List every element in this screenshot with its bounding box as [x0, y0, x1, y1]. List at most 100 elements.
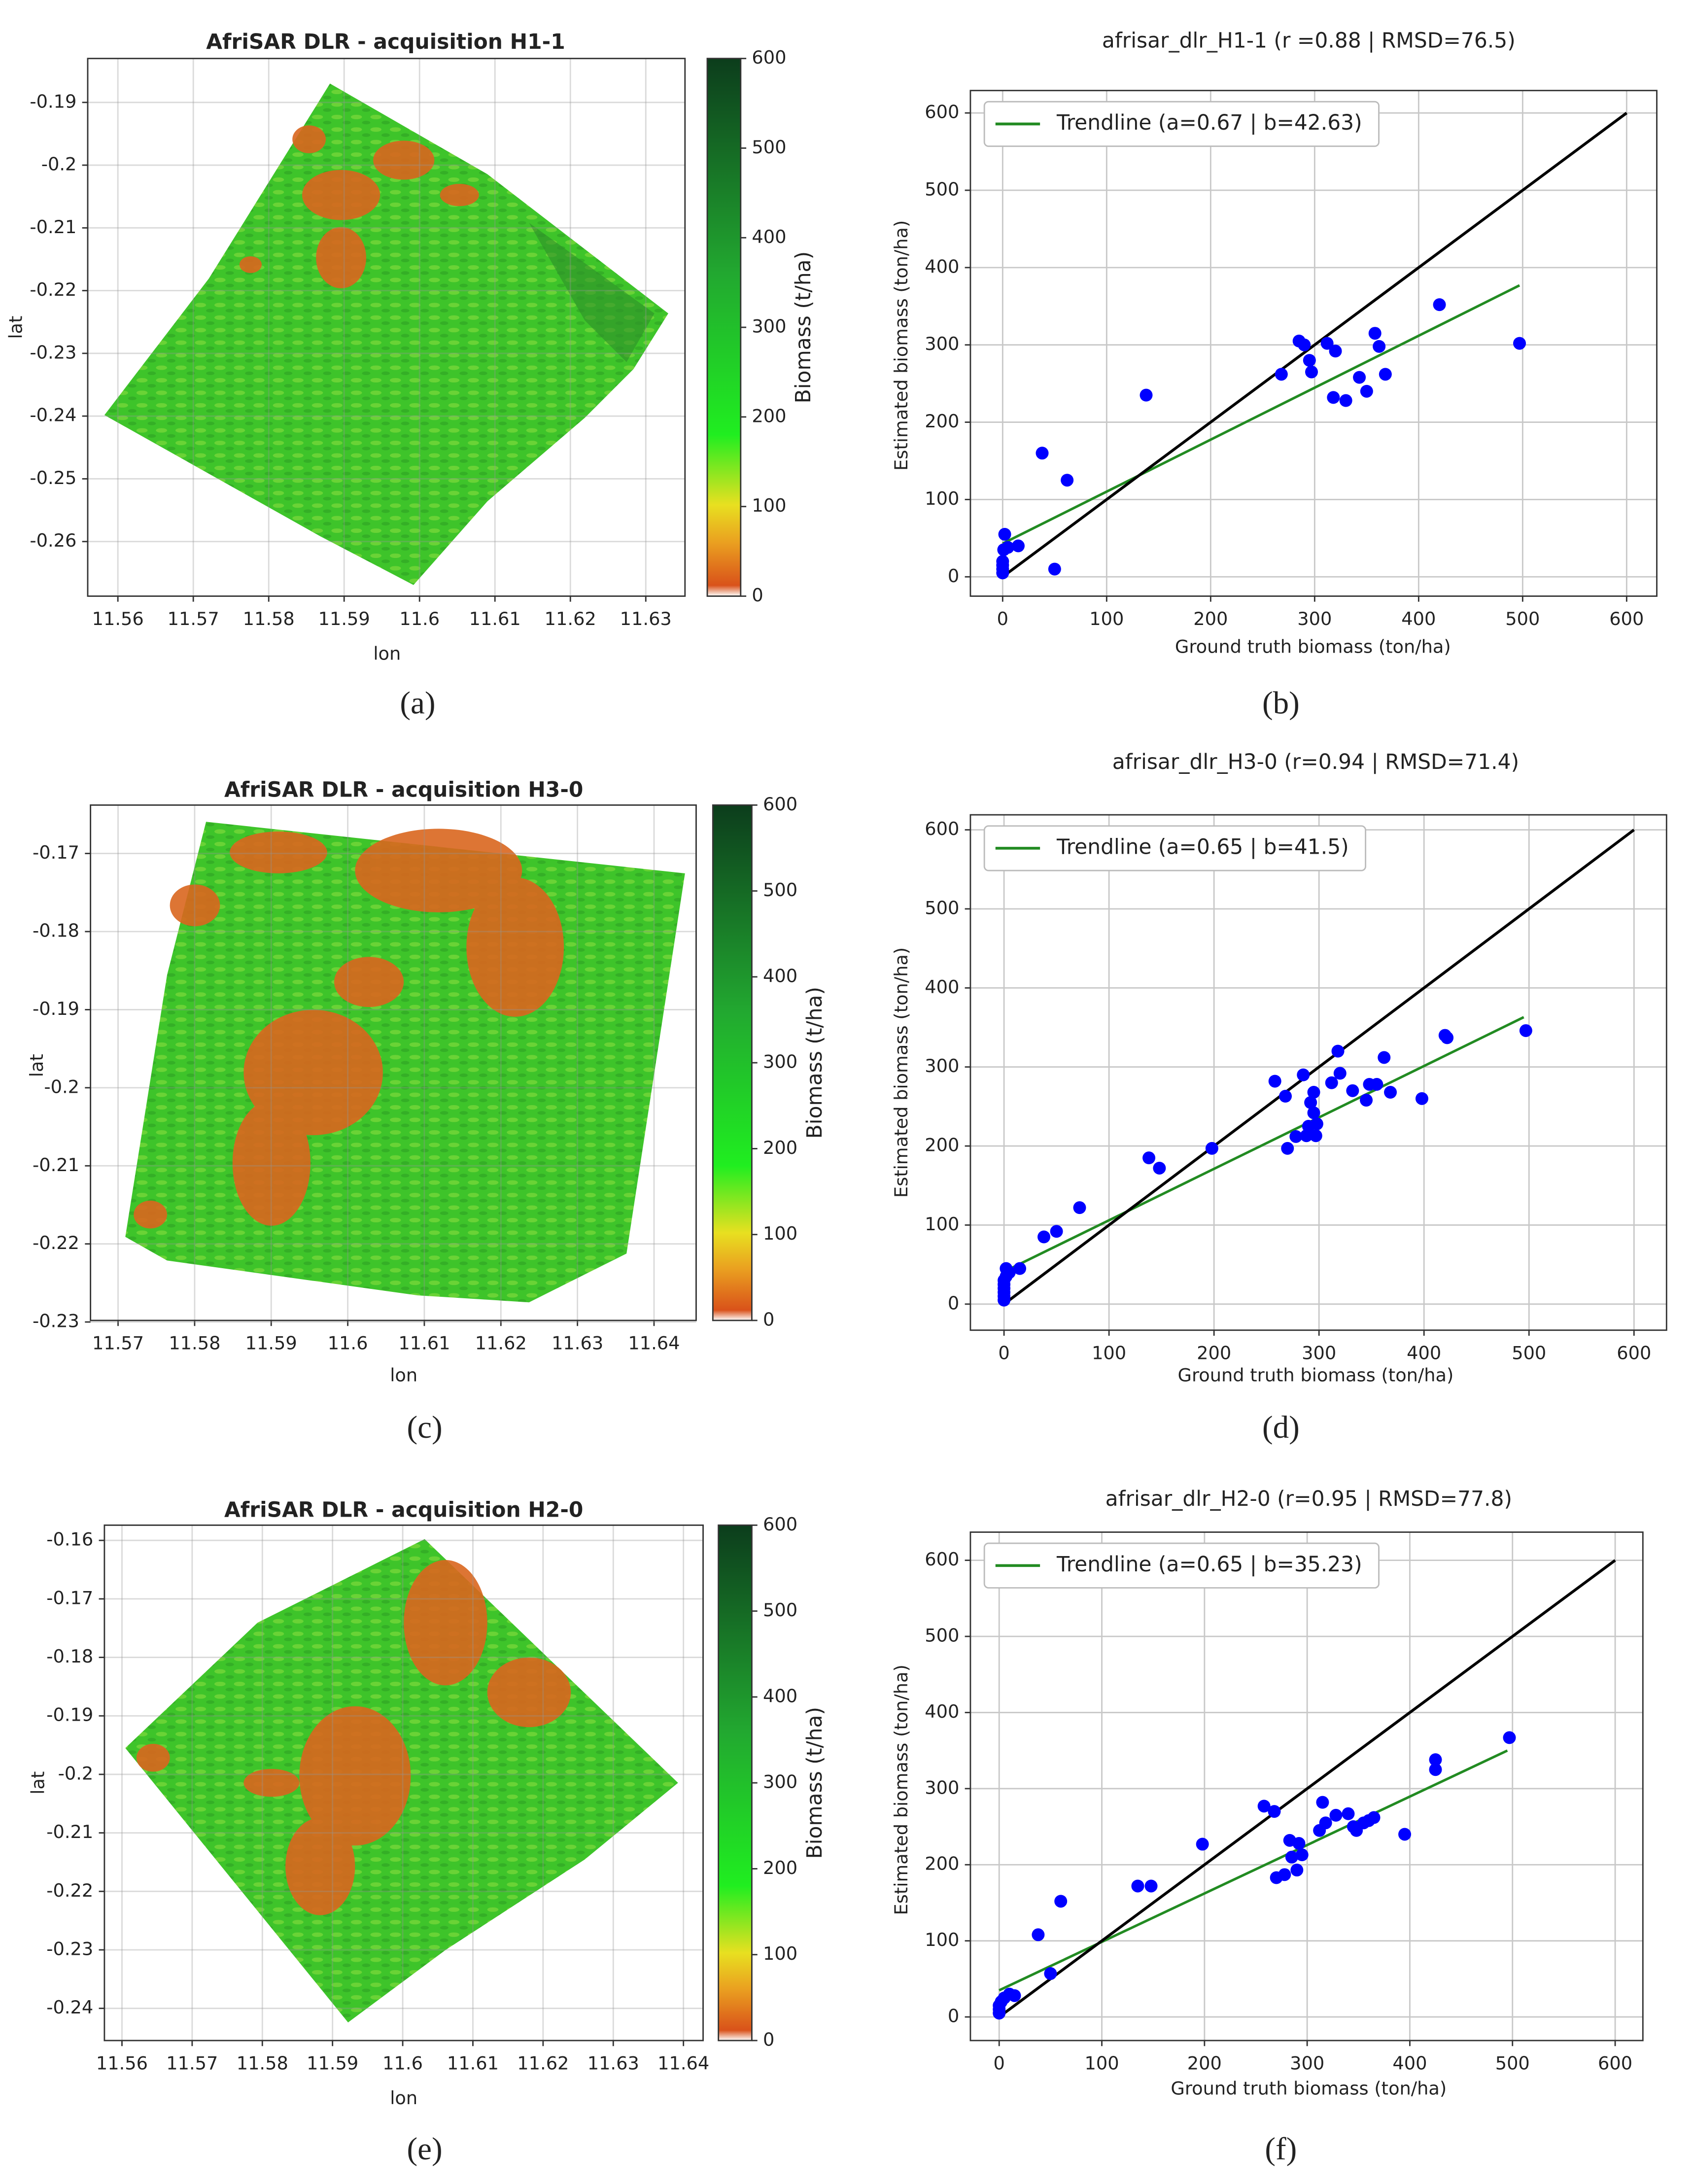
x-tick-label: 11.59: [318, 608, 370, 629]
colorbar-tick-label: 0: [763, 1309, 774, 1330]
colorbar-tick-label: 300: [763, 1771, 797, 1793]
x-tick-label: 11.61: [469, 608, 521, 629]
scatter-point: [1310, 1117, 1323, 1131]
y-tick-label: 400: [925, 976, 959, 998]
scatter-point: [1307, 1106, 1320, 1119]
colorbar-tick-label: 200: [763, 1137, 797, 1158]
x-tick-label: 300: [1302, 1342, 1336, 1363]
y-axis-label: Estimated biomass (ton/ha): [891, 220, 912, 471]
y-tick-label: 300: [925, 333, 959, 354]
y-tick-label: -0.19: [46, 1704, 93, 1726]
scatter-point: [1329, 345, 1342, 358]
y-tick-label: 100: [925, 1929, 959, 1950]
scatter-point: [1303, 354, 1316, 367]
y-tick-label: -0.23: [30, 342, 76, 363]
x-tick-label: 11.56: [92, 608, 144, 629]
legend-label: Trendline (a=0.65 | b=41.5): [1056, 834, 1349, 859]
x-tick-label: 11.63: [552, 1332, 603, 1353]
x-tick-label: 500: [1505, 608, 1540, 629]
map-image-e: [125, 1539, 678, 2023]
legend-label: Trendline (a=0.65 | b=35.23): [1056, 1552, 1362, 1576]
map-image-c: [125, 822, 685, 1303]
x-tick-label: 11.64: [657, 2052, 709, 2074]
plot-frame: [969, 814, 1667, 1331]
y-axis-label: lat: [26, 1054, 47, 1077]
scatter-point: [1415, 1092, 1428, 1105]
y-tick-label: 500: [925, 897, 959, 918]
x-tick-label: 11.56: [96, 2052, 148, 2074]
y-axis-label: lat: [5, 316, 26, 339]
y-tick-label: -0.18: [33, 920, 79, 941]
panel-label: (e): [407, 2131, 443, 2167]
scatter-point: [1433, 298, 1446, 312]
y-tick-label: -0.21: [33, 1154, 79, 1176]
scatter-point: [1513, 337, 1526, 350]
scatter-point: [1142, 1151, 1156, 1165]
scatter-point: [1346, 1084, 1359, 1097]
colorbar-tick-label: 100: [752, 495, 786, 516]
scatter-point: [1281, 1142, 1294, 1155]
scatter-point: [1325, 1076, 1338, 1089]
legend: [983, 825, 1367, 871]
scatter-point: [1268, 1805, 1281, 1818]
x-tick-label: 11.61: [398, 1332, 450, 1353]
colorbar-tick-label: 500: [763, 1599, 797, 1621]
x-tick-label: 100: [1089, 608, 1124, 629]
chart-title: afrisar_dlr_H2-0 (r=0.95 | RMSD=77.8): [1106, 1487, 1512, 1511]
colorbar-tick-label: 600: [752, 47, 786, 68]
x-tick-label: 0: [994, 2052, 1005, 2074]
scatter-point: [1032, 1928, 1045, 1941]
scatter-point: [1044, 1967, 1057, 1980]
scatter-point: [1061, 474, 1074, 487]
colorbar-label: Biomass (t/ha): [791, 251, 815, 403]
panel-label: (b): [1262, 686, 1300, 721]
line: [1003, 1016, 1524, 1273]
y-axis-label: Estimated biomass (ton/ha): [891, 1664, 912, 1915]
colorbar-tick-label: 0: [752, 585, 763, 606]
chart-title: AfriSAR DLR - acquisition H3-0: [224, 778, 583, 802]
line: [1003, 829, 1635, 1306]
x-tick-label: 11.6: [328, 1332, 368, 1353]
plot-frame: [969, 1531, 1644, 2042]
colorbar: [718, 1524, 753, 2042]
scatter-point: [1342, 1807, 1355, 1820]
y-tick-label: 400: [925, 256, 959, 277]
y-tick-label: 300: [925, 1055, 959, 1076]
scatter-point: [1268, 1075, 1281, 1088]
y-tick-label: 500: [925, 179, 959, 200]
y-tick-label: -0.22: [46, 1880, 93, 1901]
x-axis-label: Ground truth biomass (ton/ha): [1175, 636, 1451, 658]
scatter-point: [1257, 1800, 1271, 1813]
x-tick-label: 11.57: [166, 2052, 218, 2074]
scatter-point: [1429, 1753, 1442, 1767]
scatter-point: [1373, 340, 1386, 353]
y-tick-label: -0.24: [46, 1997, 93, 2018]
y-tick-label: 500: [925, 1625, 959, 1646]
scatter-point: [1329, 1808, 1343, 1822]
scatter-point: [1278, 1868, 1291, 1881]
y-axis-label: lat: [28, 1771, 49, 1795]
scatter-point: [1367, 1811, 1381, 1824]
scatter-point: [1013, 1262, 1027, 1275]
x-tick-label: 600: [1609, 608, 1644, 629]
scatter-point: [1379, 368, 1392, 381]
panel-label: (c): [407, 1410, 443, 1445]
scatter-point: [998, 528, 1011, 541]
scatter-point: [1298, 338, 1311, 351]
colorbar-tick-label: 400: [752, 226, 786, 247]
y-tick-label: -0.2: [41, 154, 77, 175]
x-axis-label: lon: [390, 2087, 417, 2109]
scatter-point: [1441, 1031, 1454, 1044]
scatter-point: [1309, 1129, 1322, 1143]
x-tick-label: 11.57: [168, 608, 219, 629]
x-tick-label: 300: [1297, 608, 1332, 629]
scatter-point: [1292, 1837, 1306, 1850]
y-tick-label: -0.18: [46, 1646, 93, 1667]
colorbar-tick-label: 200: [752, 405, 786, 426]
line: [998, 1559, 1616, 2018]
y-tick-label: -0.22: [30, 279, 76, 300]
scatter-point: [1196, 1837, 1209, 1851]
x-tick-label: 0: [997, 608, 1008, 629]
y-tick-label: -0.17: [46, 1587, 93, 1608]
